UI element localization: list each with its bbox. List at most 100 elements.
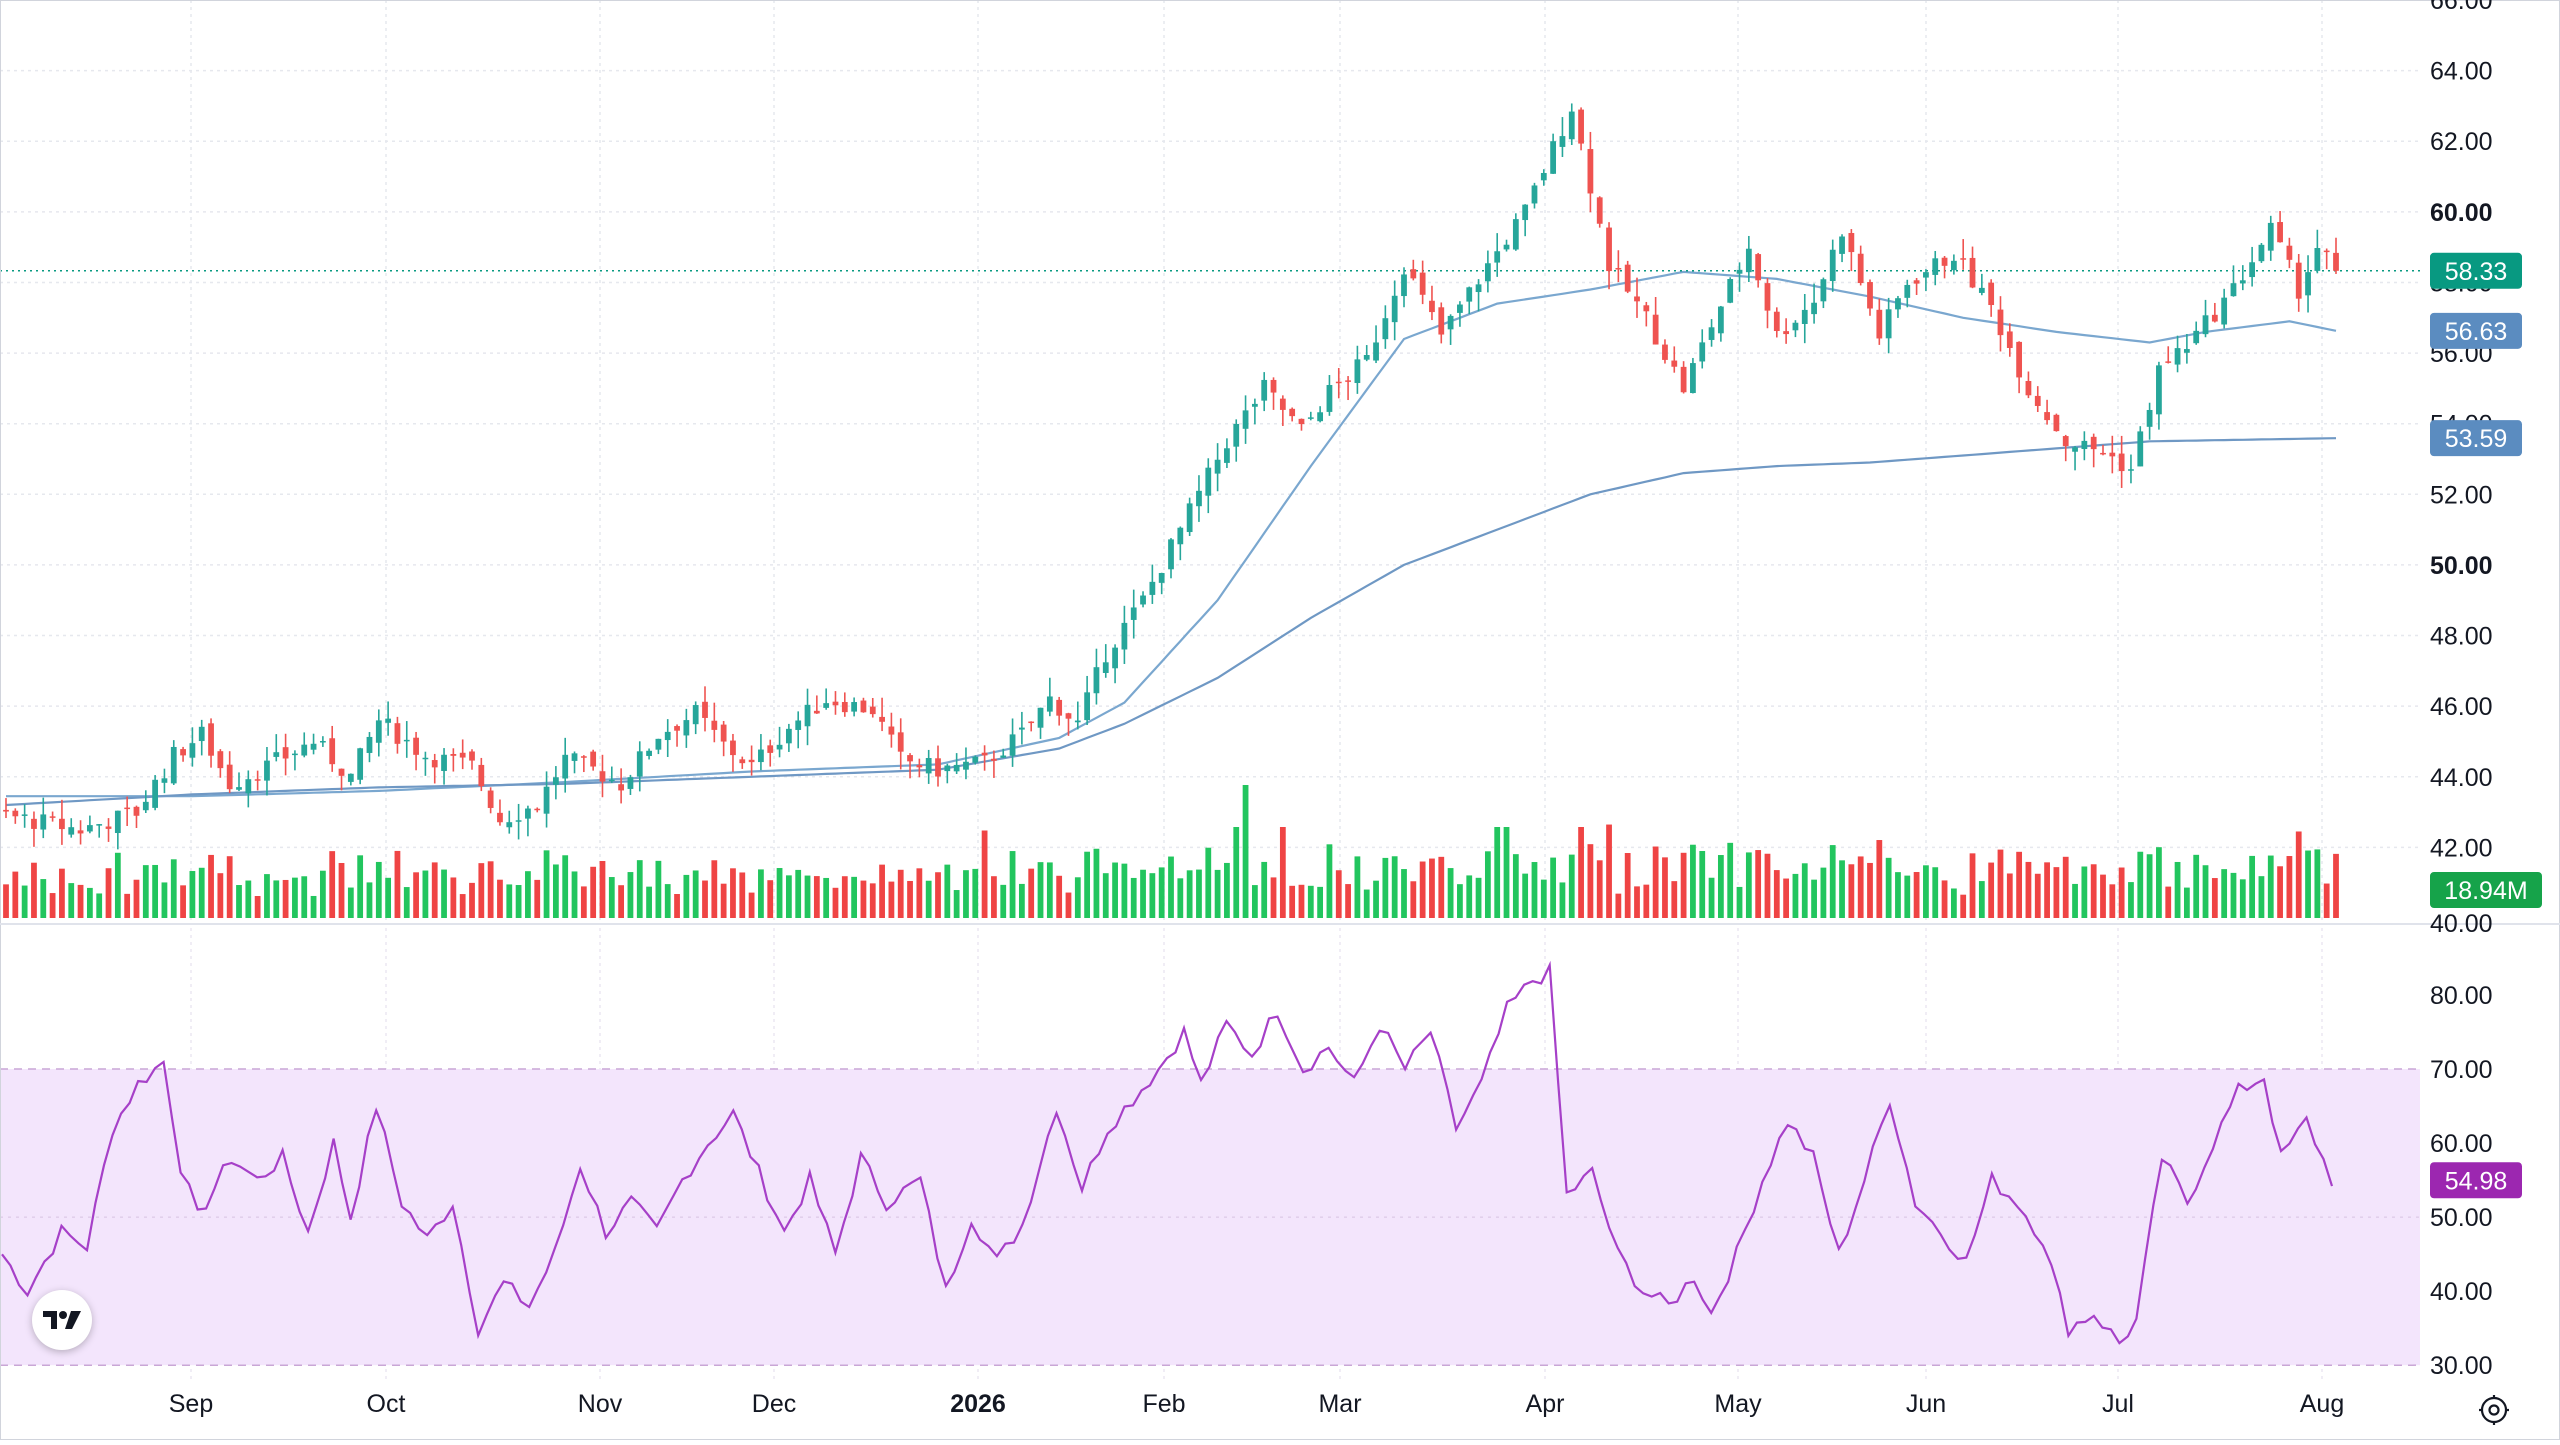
ma50-label-tag [2430, 312, 2522, 349]
candle-body [180, 749, 186, 756]
volume-bar [431, 862, 438, 918]
candle-body [12, 810, 19, 817]
candle-body [1736, 269, 1743, 274]
volume-bar [795, 869, 802, 918]
price-labels-layer: 58.33 56.63 53.59 18.94M 54.98 [2430, 252, 2542, 1199]
volume-bar [1000, 884, 1007, 918]
candle-body [77, 830, 84, 834]
candle-body [1652, 314, 1659, 345]
volume-bar [1596, 860, 1603, 918]
candle-body [2267, 222, 2274, 251]
candle-body [319, 740, 326, 743]
volume-bar [1084, 851, 1091, 918]
candle-body [1829, 249, 1836, 282]
candle-body [31, 818, 37, 829]
volume-bar [1969, 853, 1976, 918]
volume-bar [813, 876, 820, 918]
volume-bar [1261, 861, 1268, 918]
candle-body [1018, 727, 1025, 730]
volume-bar [571, 871, 578, 918]
volume-bar [31, 862, 37, 918]
candle-body [1643, 305, 1650, 312]
candle-body [385, 718, 392, 723]
candle-body [841, 701, 848, 713]
last-price-label-tag [2430, 252, 2522, 289]
candle-body [1354, 359, 1361, 384]
candle-body [1913, 280, 1920, 284]
volume-bar [1680, 852, 1687, 918]
candle-body [497, 812, 503, 823]
candle-body [1214, 459, 1221, 474]
volume-bar [2174, 861, 2181, 918]
volume-bar [142, 865, 149, 918]
volume-bar [347, 887, 354, 918]
candle-body [1102, 662, 1109, 673]
candle-body [2016, 341, 2023, 378]
volume-bar [1857, 856, 1864, 918]
candle-body [2062, 436, 2069, 447]
volume-bar [1745, 852, 1752, 918]
candle-body [1876, 309, 1883, 339]
candle-body [2100, 452, 2106, 455]
settings-gear-icon[interactable] [2476, 1392, 2512, 1428]
volume-bar [1196, 869, 1202, 918]
candle-body [1205, 467, 1212, 496]
volume-bar [2230, 872, 2237, 918]
volume-bar [841, 876, 848, 918]
candle-body [403, 739, 410, 742]
candle-body [21, 814, 28, 816]
volume-bar [636, 860, 643, 918]
volume-bar [1773, 870, 1780, 918]
candle-body [571, 753, 578, 761]
candle-body [1242, 410, 1249, 429]
volume-bar [1885, 857, 1892, 918]
candle-body [1056, 699, 1063, 716]
candle-body [1298, 418, 1305, 425]
candle-body [2323, 250, 2330, 253]
candle-body [664, 731, 671, 741]
candle-body [198, 726, 205, 742]
candle-body [124, 807, 131, 810]
volume-bar [1988, 862, 1995, 918]
time-axis-tick-label: Jun [1906, 1390, 1946, 1418]
volume-bar [497, 879, 503, 918]
volume-bar [441, 869, 447, 918]
volume-bar [1736, 886, 1743, 918]
volume-bar [515, 885, 522, 918]
candle-body [552, 777, 559, 785]
candle-body [1261, 379, 1268, 401]
volume-bar [1624, 853, 1631, 918]
candle-body [347, 773, 354, 782]
volume-bar [1466, 875, 1473, 918]
price-axis-tick-label: 50.00 [2430, 552, 2493, 580]
candle-body [2183, 349, 2190, 353]
volume-bar [1214, 869, 1221, 918]
volume-bar [1848, 864, 1855, 918]
volume-bar [506, 884, 513, 918]
candle-body [1708, 327, 1715, 340]
tradingview-logo-icon[interactable] [32, 1290, 92, 1350]
volume-bar [1438, 856, 1445, 918]
volume-bar [282, 879, 289, 918]
candle-body [543, 786, 550, 814]
volume-bar [3, 884, 9, 918]
candle-body [1615, 268, 1622, 270]
candle-body [1512, 219, 1519, 250]
candle-body [49, 816, 56, 818]
time-axis-tick-label: May [1714, 1390, 1762, 1418]
volume-bar [2277, 866, 2283, 918]
volume-bar [991, 876, 997, 918]
volume-bar [338, 862, 345, 918]
candle-body [702, 701, 708, 718]
candle-body [1606, 227, 1612, 272]
candle-body [469, 751, 475, 761]
candle-body [2156, 365, 2162, 415]
candle-body [1867, 282, 1873, 309]
volume-bar [1457, 884, 1463, 918]
candle-body [413, 737, 419, 755]
volume-bar [730, 868, 736, 918]
volume-bar [1168, 856, 1174, 918]
candle-body [59, 818, 65, 830]
time-axis-tick-label: 2026 [950, 1390, 1006, 1418]
volume-bar [2137, 851, 2144, 918]
